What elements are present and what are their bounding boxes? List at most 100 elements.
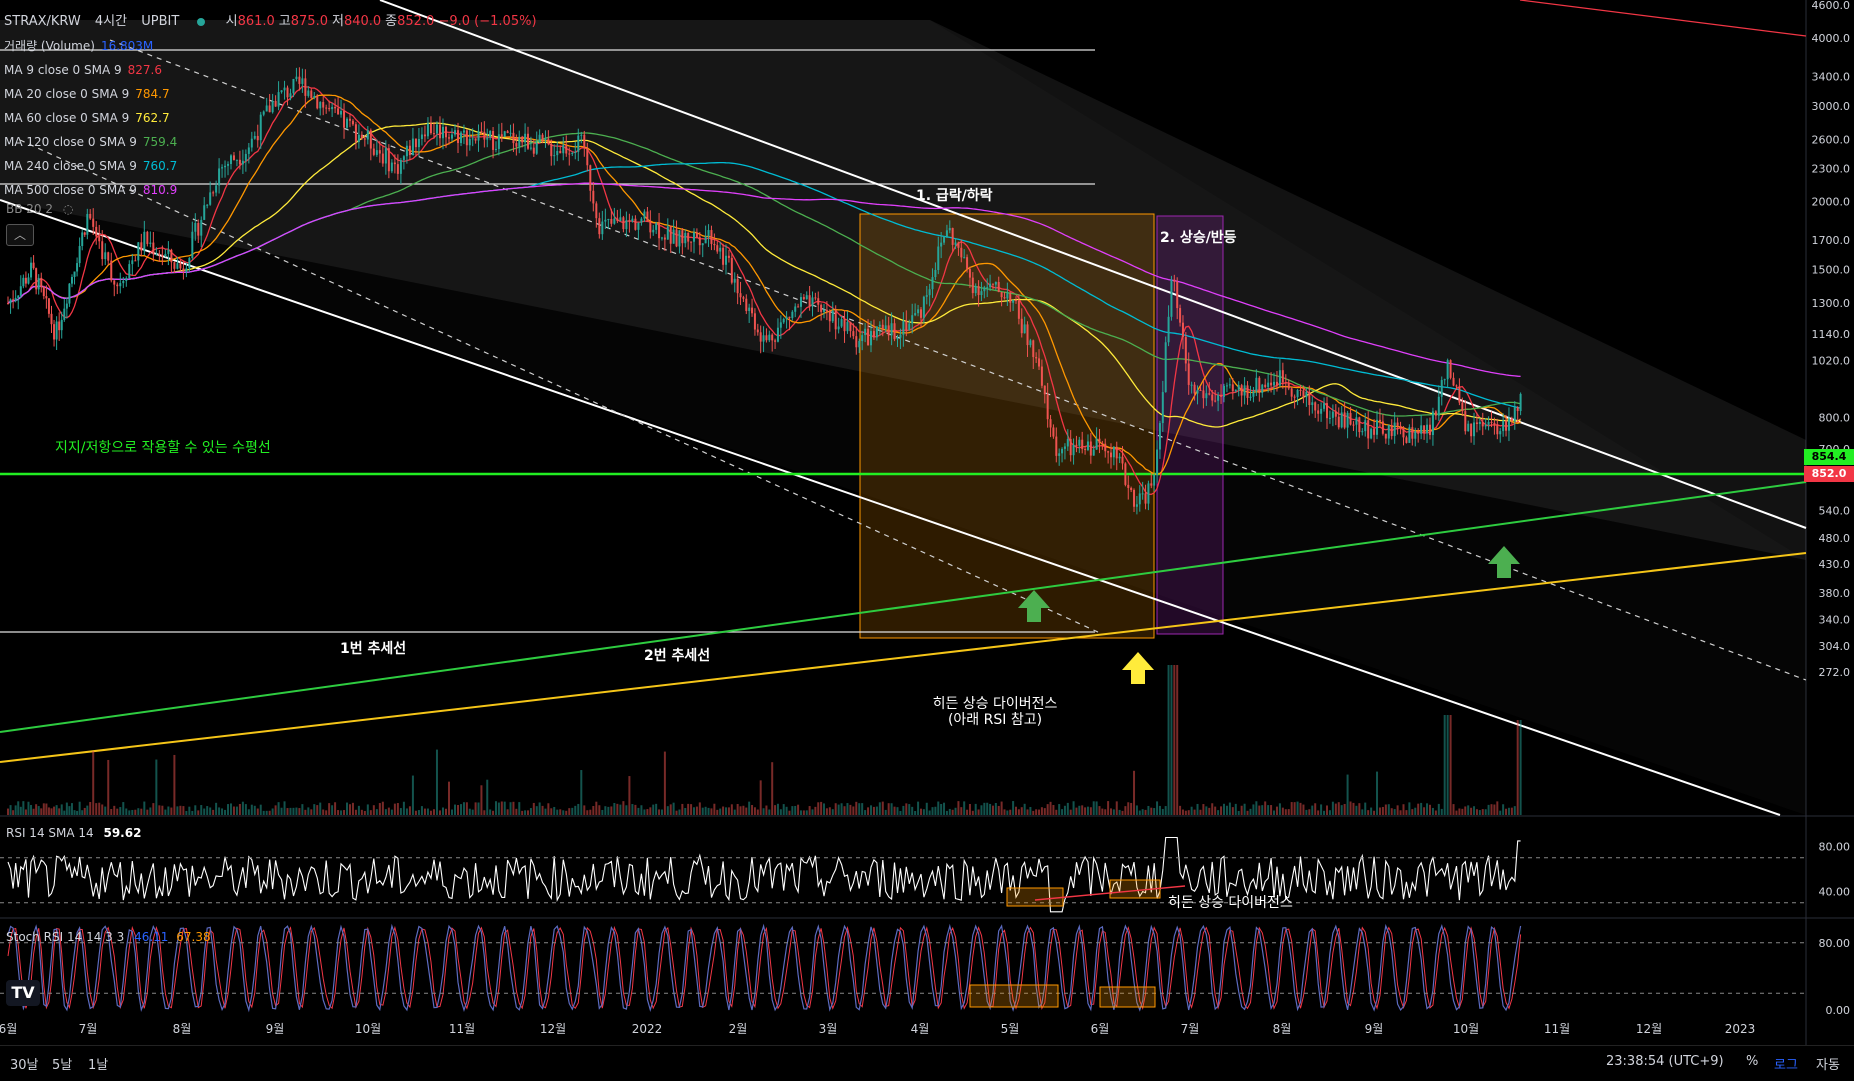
symbol-header[interactable]: STRAX/KRW 4시간 UPBIT 시861.0 고875.0 저840.0 종8… [4, 10, 537, 34]
candle-body [512, 132, 515, 144]
candle-body [1015, 299, 1017, 301]
eye-off-icon[interactable]: ◌ [62, 202, 74, 216]
volume-bar [45, 803, 48, 815]
volume-bar [268, 810, 271, 815]
volume-bar [173, 754, 176, 815]
candle-body [277, 92, 280, 107]
legend-value: 827.6 [127, 63, 162, 77]
legend-row[interactable]: 거래량 (Volume) 16.803M [4, 34, 537, 58]
log-scale-button[interactable]: 로그 [1774, 1058, 1798, 1073]
symbol-name[interactable]: STRAX/KRW [4, 14, 81, 29]
volume-bar [831, 809, 834, 815]
candle-body [110, 260, 113, 281]
volume-bar [571, 807, 574, 815]
candle-body [1428, 424, 1431, 436]
candle-body [779, 322, 782, 328]
candle-body [1202, 390, 1205, 399]
volume-bar [295, 807, 298, 815]
legend-label: MA 20 close 0 SMA 9 [4, 87, 130, 101]
price-axis-tick: 430.0 [1819, 558, 1851, 571]
candle-body [698, 237, 701, 246]
price-tag-upper: 854.4 [1804, 449, 1854, 465]
legend-row[interactable]: MA 60 close 0 SMA 9 762.7 [4, 106, 537, 130]
candle-body [776, 327, 779, 342]
candle-body [625, 220, 628, 230]
candle-body [945, 230, 948, 237]
candle-body [1414, 431, 1417, 439]
candle-body [1470, 423, 1473, 437]
price-axis-background [1806, 0, 1854, 1045]
candle-body [363, 138, 366, 140]
volume-bar [465, 802, 468, 815]
bb-indicator-label[interactable]: BB 20 2 ◌ [6, 202, 73, 216]
volume-bar [1184, 810, 1187, 815]
candle-body [1290, 388, 1293, 397]
candle-body [1431, 411, 1434, 436]
range-30d-button[interactable]: 30날 [10, 1058, 39, 1073]
candle-body [241, 160, 244, 165]
candle-body [837, 326, 840, 330]
legend-row[interactable]: MA 120 close 0 SMA 9 759.4 [4, 130, 537, 154]
volume-layer [7, 665, 1522, 815]
volume-bar [687, 803, 690, 815]
legend-row[interactable]: MA 9 close 0 SMA 9 827.6 [4, 58, 537, 82]
percent-scale-button[interactable]: % [1746, 1054, 1759, 1069]
range-1d-button[interactable]: 1날 [88, 1058, 109, 1073]
volume-bar [788, 810, 791, 815]
volume-bar [1481, 809, 1484, 815]
time-axis-tick: 2022 [632, 1022, 663, 1036]
volume-bar [331, 805, 334, 815]
legend-row[interactable]: MA 240 close 0 SMA 9 760.7 [4, 154, 537, 178]
rsi-header[interactable]: RSI 14 SMA 14 59.62 [6, 826, 141, 840]
volume-bar [307, 807, 310, 815]
volume-bar [1234, 803, 1237, 815]
time-axis-tick: 3월 [819, 1022, 838, 1036]
time-axis-tick: 2023 [1725, 1022, 1756, 1036]
candle-body [943, 236, 946, 243]
candle-body [937, 246, 940, 270]
volume-bar [1328, 810, 1331, 815]
candle-body [884, 325, 887, 330]
candle-body [435, 124, 438, 134]
candle-body [971, 277, 974, 294]
collapse-legend-button[interactable]: ︿ [6, 224, 34, 246]
tradingview-logo[interactable]: TV [6, 980, 40, 1006]
candle-body [40, 277, 43, 288]
range-5d-button[interactable]: 5날 [52, 1058, 73, 1073]
candle-body [966, 257, 969, 269]
volume-bar [122, 802, 125, 815]
volume-bar [229, 803, 232, 815]
volume-bar [846, 803, 849, 815]
legend-row[interactable]: MA 20 close 0 SMA 9 784.7 [4, 82, 537, 106]
volume-bar [113, 805, 116, 815]
moving-average-line [7, 122, 1521, 428]
volume-bar [253, 805, 256, 815]
channel-mid-dashed [109, 39, 1807, 681]
volume-bar [607, 806, 610, 815]
volume-bar [354, 809, 357, 815]
volume-bar [1012, 801, 1015, 815]
candle-body [24, 277, 27, 284]
candle-body [820, 304, 823, 312]
time-axis-tick: 9월 [266, 1022, 285, 1036]
legend-row[interactable]: MA 500 close 0 SMA 9 810.9 [4, 178, 537, 202]
volume-bar [637, 807, 640, 815]
volume-bar [32, 808, 35, 815]
candle-body [14, 297, 17, 301]
volume-bar [1046, 804, 1049, 815]
candle-body [980, 291, 983, 296]
interval-label[interactable]: 4시간 [94, 14, 128, 29]
candle-body [1399, 425, 1402, 428]
legend-value: 760.7 [142, 159, 178, 173]
volume-bar [1434, 810, 1437, 815]
candle-body [313, 96, 316, 99]
stoch-header[interactable]: Stoch RSI 14 14 3 3 46.11 67.38 [6, 930, 211, 944]
auto-scale-button[interactable]: 자동 [1816, 1058, 1840, 1073]
annotation-trend2: 2번 추세선 [644, 648, 710, 664]
volume-bar [149, 807, 152, 815]
candle-body [1499, 431, 1502, 435]
volume-bar [1499, 810, 1502, 815]
candle-body [515, 143, 518, 147]
